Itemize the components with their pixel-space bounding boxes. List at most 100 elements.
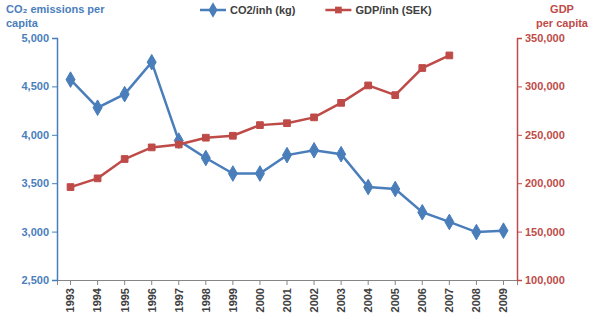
y2-tick-label: 200,000 [525,177,565,189]
x-tick-mark [449,280,450,285]
x-tick-mark [368,280,369,285]
y-axis-line [52,39,58,281]
x-tick-label: 2008 [470,288,482,312]
x-tick-mark [314,280,315,285]
series-marker [446,52,453,59]
legend-marker [335,7,342,14]
series-line [71,55,450,187]
y-tick: 4,500 [21,80,57,92]
series-marker [311,114,318,121]
x-tick-mark [422,280,423,285]
series-marker [120,86,129,102]
x-tick: 1998 [200,280,212,312]
y2-tick-label: 100,000 [525,274,565,286]
y2-tick: 250,000 [517,129,565,141]
y-tick: 2,500 [21,274,57,286]
series-marker [175,141,182,148]
series-marker [121,156,128,163]
x-tick-mark [341,280,342,285]
y2-tick: 200,000 [517,177,565,189]
x-tick-mark [151,280,152,285]
legend-label: CO2/inh (kg) [230,4,296,16]
x-tick-mark [503,280,504,285]
x-tick: 1995 [118,280,130,312]
legend-item: GDP/inh (SEK) [325,4,432,16]
series-marker [365,82,372,89]
y2-tick-mark [517,232,522,233]
y2-tick-mark [517,183,522,184]
x-tick: 2002 [308,280,320,312]
series-marker [93,100,102,116]
x-tick-label: 1995 [118,288,130,312]
series-line [71,62,504,232]
x-tick: 1999 [227,280,239,312]
x-tick-mark [70,280,71,285]
x-tick-label: 2003 [335,288,347,312]
y-tick: 5,000 [21,32,57,44]
y-tick-mark [52,86,57,87]
x-tick-label: 2005 [389,288,401,312]
x-tick: 1997 [173,280,185,312]
y-tick-label: 3,000 [21,226,49,238]
x-tick-label: 2001 [281,288,293,312]
x-tick-label: 2007 [443,288,455,312]
series-marker [147,54,156,70]
series-marker [228,166,237,182]
y-tick-mark [52,183,57,184]
y2-tick: 300,000 [517,80,565,92]
series-marker [201,150,210,166]
y-tick-mark [52,232,57,233]
series-marker [445,214,454,230]
y2-tick-label: 150,000 [525,226,565,238]
x-tick-label: 2002 [308,288,320,312]
series-marker [67,184,74,191]
x-tick-label: 1994 [91,287,103,312]
x-axis-line [58,281,518,286]
y-axis: 2,5003,0003,5004,0004,5005,000 [21,32,57,286]
x-tick-mark [395,280,396,285]
x-tick-label: 2000 [254,288,266,312]
x-tick-label: 1993 [64,288,76,312]
x-tick: 2004 [362,280,374,312]
x-tick-label: 1998 [200,288,212,312]
y2-axis-line [518,39,523,281]
series-marker [283,147,292,163]
series-marker [392,92,399,99]
series-marker [148,144,155,151]
y2-axis: 100,000 150,000 200,000 250,000 300,000 350,0… [517,32,565,286]
series-marker [174,133,183,149]
y-tick-label: 2,500 [21,274,49,286]
series-marker [391,181,400,197]
y-tick-mark [52,135,57,136]
series-marker [337,146,346,162]
y-tick-label: 4,000 [21,129,49,141]
x-tick: 2003 [335,280,347,312]
x-tick: 2001 [281,280,293,312]
series-marker [499,223,508,239]
series-marker [472,224,481,240]
y2-tick: 150,000 [517,226,565,238]
x-tick-label: 2009 [497,288,509,312]
y2-tick-label: 250,000 [525,129,565,141]
x-tick: 1993 [64,280,76,312]
x-tick-mark [259,280,260,285]
series-marker [364,179,373,195]
series-marker [284,120,291,127]
y2-tick-label: 350,000 [525,32,565,44]
series-marker [338,100,345,107]
x-tick: 2000 [254,280,266,312]
legend-label: GDP/inh (SEK) [355,4,432,16]
x-tick-mark [476,280,477,285]
x-tick: 1994 [91,280,103,312]
legend-marker [209,2,218,18]
x-tick-label: 1997 [173,288,185,312]
series-marker [255,166,264,182]
x-tick: 1996 [146,280,158,312]
x-tick: 2008 [470,280,482,312]
y2-tick-label: 300,000 [525,80,565,92]
y-tick-label: 5,000 [21,32,49,44]
x-tick-mark [232,280,233,285]
series-marker [202,134,209,141]
y-axis-title: CO₂ emissions percapita [6,3,105,29]
series-marker [310,143,319,159]
